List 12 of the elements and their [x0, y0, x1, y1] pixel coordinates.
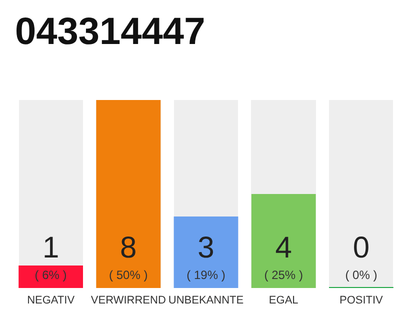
bar [18, 265, 84, 288]
data-label: 4 ( 25% ) [264, 232, 303, 282]
data-label: 0 ( 0% ) [345, 232, 378, 282]
x-tick-label: NEGATIV [27, 294, 76, 306]
data-label: 8 ( 50% ) [109, 232, 148, 282]
data-label: 1 ( 6% ) [34, 232, 67, 282]
x-tick-label: VERWIRREND [90, 294, 166, 306]
x-tick-label: UNBEKANNTE [168, 294, 244, 306]
x-tick-label: POSITIV [339, 294, 384, 306]
x-tick-label: EGAL [268, 294, 298, 306]
chart-title: 043314447 [15, 11, 206, 53]
data-label: 3 ( 19% ) [186, 232, 226, 282]
